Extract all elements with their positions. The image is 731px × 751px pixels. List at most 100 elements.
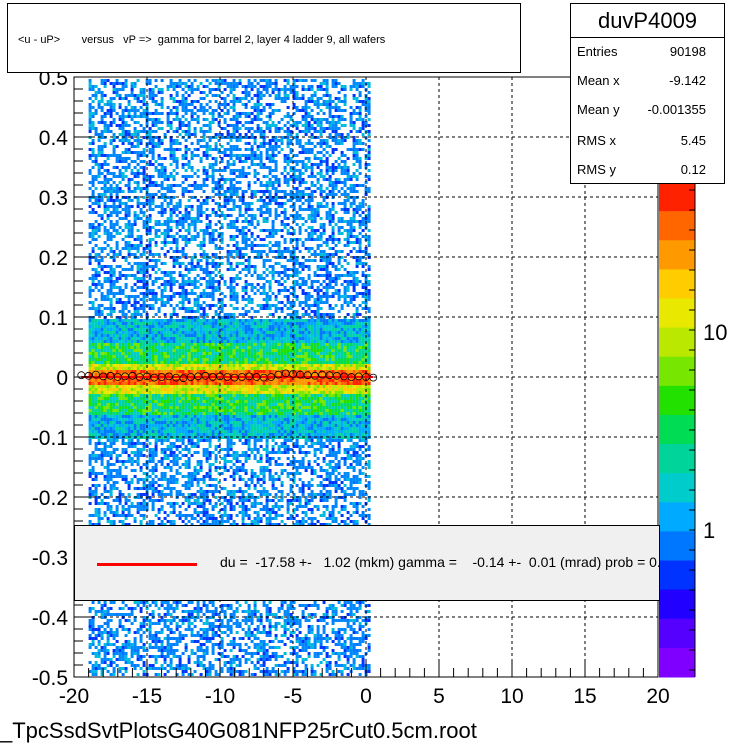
heatmap-cell	[91, 181, 95, 184]
heatmap-cell	[88, 460, 92, 463]
heatmap-cell	[157, 478, 161, 481]
heatmap-cell	[163, 349, 167, 352]
heatmap-cell	[97, 655, 101, 658]
heatmap-cell	[175, 640, 179, 643]
heatmap-cell	[103, 187, 107, 190]
heatmap-cell	[109, 349, 113, 352]
heatmap-cell	[139, 217, 143, 220]
heatmap-cell	[97, 514, 101, 517]
heatmap-cell	[133, 325, 137, 328]
heatmap-cell	[133, 418, 137, 421]
heatmap-cell	[100, 370, 104, 373]
heatmap-cell	[166, 475, 170, 478]
heatmap-cell	[115, 325, 119, 328]
heatmap-cell	[151, 145, 155, 148]
heatmap-cell	[151, 307, 155, 310]
heatmap-cell	[145, 373, 149, 376]
heatmap-cell	[163, 361, 167, 364]
heatmap-cell	[157, 286, 161, 289]
heatmap-cell	[109, 112, 113, 115]
heatmap-cell	[91, 433, 95, 436]
heatmap-cell	[106, 424, 110, 427]
heatmap-cell	[157, 511, 161, 514]
heatmap-cell	[94, 211, 98, 214]
heatmap-cell	[121, 304, 125, 307]
heatmap-cell	[88, 241, 92, 244]
heatmap-cell	[130, 382, 134, 385]
heatmap-cell	[121, 205, 125, 208]
heatmap-cell	[130, 292, 134, 295]
heatmap-cell	[106, 409, 110, 412]
heatmap-cell	[181, 664, 185, 667]
heatmap-cell	[130, 496, 134, 499]
heatmap-cell	[169, 649, 173, 652]
heatmap-cell	[118, 514, 122, 517]
heatmap-cell	[169, 151, 173, 154]
heatmap-cell	[100, 625, 104, 628]
heatmap-cell	[121, 169, 125, 172]
heatmap-cell	[169, 313, 173, 316]
heatmap-cell	[136, 205, 140, 208]
heatmap-cell	[94, 97, 98, 100]
heatmap-cell	[154, 403, 158, 406]
heatmap-cell	[94, 79, 98, 82]
heatmap-cell	[175, 289, 179, 292]
heatmap-cell	[136, 652, 140, 655]
heatmap-cell	[115, 367, 119, 370]
heatmap-cell	[151, 193, 155, 196]
heatmap-cell	[148, 127, 152, 130]
heatmap-cell	[121, 430, 125, 433]
heatmap-cell	[157, 367, 161, 370]
heatmap-cell	[118, 424, 122, 427]
heatmap-cell	[124, 208, 128, 211]
heatmap-cell	[190, 115, 194, 118]
heatmap-cell	[115, 505, 119, 508]
heatmap-cell	[130, 331, 134, 334]
heatmap-cell	[136, 151, 140, 154]
heatmap-cell	[139, 160, 143, 163]
heatmap-cell	[148, 448, 152, 451]
heatmap-cell	[163, 253, 167, 256]
heatmap-cell	[118, 217, 122, 220]
heatmap-cell	[118, 301, 122, 304]
heatmap-cell	[118, 493, 122, 496]
heatmap-cell	[163, 325, 167, 328]
heatmap-cell	[136, 145, 140, 148]
heatmap-cell	[154, 253, 158, 256]
heatmap-cell	[103, 409, 107, 412]
heatmap-cell	[157, 481, 161, 484]
heatmap-cell	[139, 145, 143, 148]
heatmap-cell	[133, 139, 137, 142]
heatmap-cell	[184, 130, 188, 133]
heatmap-cell	[124, 412, 128, 415]
heatmap-cell	[142, 427, 146, 430]
heatmap-cell	[172, 388, 176, 391]
heatmap-cell	[142, 295, 146, 298]
heatmap-cell	[151, 640, 155, 643]
heatmap-cell	[139, 166, 143, 169]
heatmap-cell	[148, 634, 152, 637]
heatmap-cell	[166, 604, 170, 607]
heatmap-cell	[139, 202, 143, 205]
heatmap-cell	[100, 262, 104, 265]
heatmap-cell	[139, 433, 143, 436]
heatmap-cell	[166, 229, 170, 232]
heatmap-cell	[154, 424, 158, 427]
heatmap-cell	[172, 313, 176, 316]
heatmap-cell	[142, 352, 146, 355]
heatmap-cell	[127, 454, 131, 457]
heatmap-cell	[127, 214, 131, 217]
heatmap-cell	[172, 667, 176, 670]
heatmap-cell	[142, 79, 146, 82]
heatmap-cell	[160, 175, 164, 178]
heatmap-cell	[142, 172, 146, 175]
heatmap-cell	[127, 661, 131, 664]
heatmap-cell	[160, 271, 164, 274]
heatmap-cell	[166, 85, 170, 88]
heatmap-cell	[130, 397, 134, 400]
heatmap-cell	[94, 196, 98, 199]
heatmap-cell	[118, 625, 122, 628]
heatmap-cell	[163, 667, 167, 670]
heatmap-cell	[115, 397, 119, 400]
heatmap-cell	[130, 502, 134, 505]
